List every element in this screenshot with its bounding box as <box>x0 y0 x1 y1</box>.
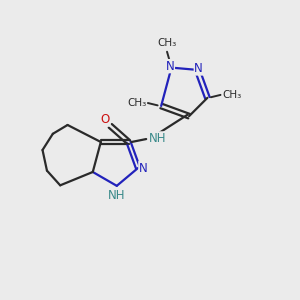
Text: NH: NH <box>149 132 167 145</box>
Text: O: O <box>100 113 110 126</box>
Text: NH: NH <box>108 189 125 202</box>
Text: N: N <box>139 161 148 175</box>
Text: CH₃: CH₃ <box>158 38 177 49</box>
Text: CH₃: CH₃ <box>127 98 146 108</box>
Text: N: N <box>166 60 174 73</box>
Text: CH₃: CH₃ <box>222 90 242 100</box>
Text: N: N <box>194 62 203 75</box>
